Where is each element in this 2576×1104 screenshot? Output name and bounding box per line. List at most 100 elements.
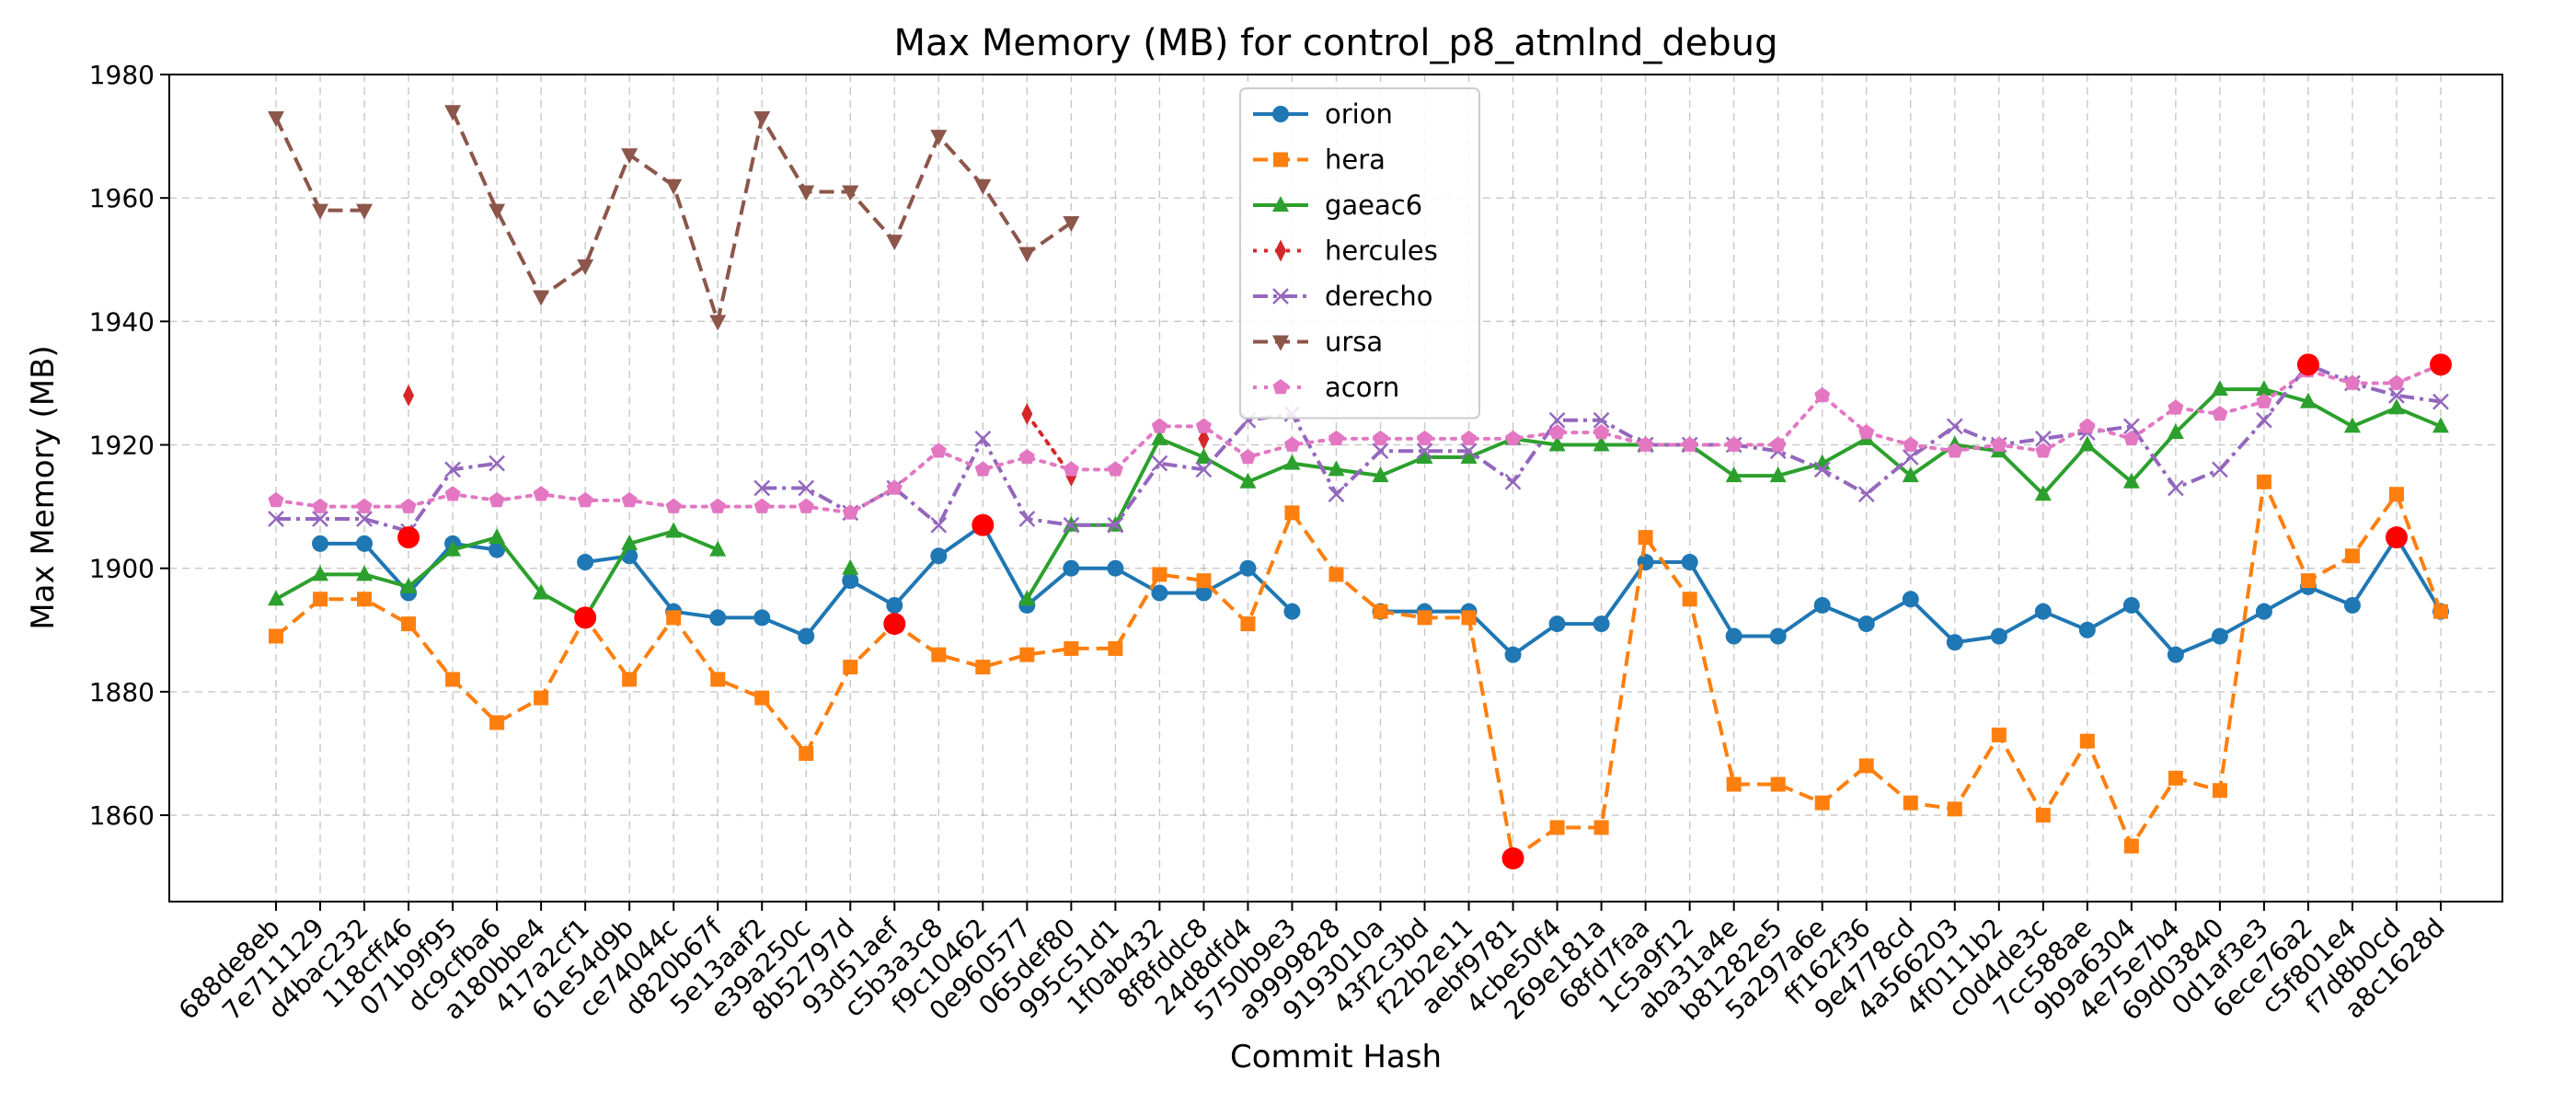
data-point: [886, 479, 903, 495]
data-point: [1593, 424, 1610, 440]
data-point: [1813, 461, 1831, 478]
data-point: [1107, 516, 1124, 534]
data-point: [621, 491, 638, 508]
data-point: [2034, 485, 2052, 501]
data-point-stroke: [798, 479, 815, 497]
data-point: [489, 541, 506, 558]
data-point-stroke: [2212, 461, 2228, 478]
data-point: [313, 592, 328, 607]
data-point: [753, 110, 771, 127]
data-point: [1328, 430, 1345, 446]
data-point: [1272, 379, 1289, 395]
data-point: [2079, 733, 2095, 749]
data-point: [489, 454, 505, 472]
data-point: [1638, 436, 1654, 452]
data-point: [1593, 435, 1610, 452]
data-point: [842, 504, 858, 520]
data-point: [1373, 604, 1388, 619]
data-point-stroke: [1813, 461, 1831, 478]
data-point: [312, 498, 328, 513]
data-point: [1461, 610, 1477, 626]
data-point-stroke: [1460, 443, 1478, 460]
data-point: [356, 203, 374, 220]
series-gaeac6: [268, 380, 2449, 625]
data-point: [1283, 436, 1301, 452]
data-point: [489, 715, 505, 730]
data-point: [2035, 443, 2052, 458]
data-point: [357, 592, 373, 607]
outlier-point: [2385, 526, 2408, 549]
data-point: [1198, 427, 1210, 450]
data-point: [930, 130, 948, 146]
data-point: [1284, 505, 1300, 521]
data-point: [2388, 374, 2405, 390]
data-point: [1151, 418, 1167, 433]
data-point-stroke: [1416, 443, 1433, 460]
data-point: [1196, 573, 1212, 589]
outlier-point: [883, 613, 906, 636]
data-point: [1063, 516, 1080, 534]
legend-item-orion: orion: [1253, 98, 1393, 130]
data-point-stroke: [1063, 516, 1080, 534]
legend-label: ursa: [1325, 327, 1383, 358]
data-point: [2255, 603, 2272, 620]
data-point: [2123, 430, 2140, 446]
data-point: [665, 498, 682, 513]
series-line: [274, 479, 2443, 861]
outlier-point: [972, 513, 995, 536]
data-point-stroke: [2432, 393, 2449, 410]
outlier-point: [2296, 353, 2319, 376]
data-point: [1857, 486, 1875, 503]
data-point: [621, 148, 638, 165]
data-point: [268, 491, 284, 508]
data-point: [2122, 596, 2140, 614]
data-point: [1151, 454, 1168, 472]
data-point: [1372, 443, 1389, 460]
data-point: [2256, 411, 2272, 429]
data-point: [1770, 776, 1786, 792]
data-point: [312, 203, 329, 220]
data-point: [533, 486, 549, 501]
data-point: [400, 577, 418, 593]
data-point: [2212, 783, 2227, 799]
data-point-stroke: [974, 430, 992, 447]
data-point: [1195, 461, 1213, 478]
data-point-stroke: [1272, 288, 1289, 305]
data-point: [1239, 448, 1257, 465]
data-point: [1283, 454, 1301, 470]
data-point: [2387, 398, 2405, 415]
data-point: [1681, 554, 1698, 571]
legend-label: hera: [1325, 144, 1386, 176]
data-point: [445, 672, 461, 687]
y-tick-label: 1960: [89, 183, 155, 213]
y-tick-label: 1940: [89, 306, 155, 337]
data-point: [1018, 590, 1036, 606]
data-point: [444, 486, 461, 501]
data-point: [1416, 430, 1433, 446]
data-point: [753, 498, 770, 513]
data-point: [444, 540, 462, 557]
legend-item-derecho: derecho: [1253, 281, 1432, 312]
data-point: [2388, 386, 2405, 404]
data-point: [2255, 380, 2272, 397]
y-tick-label: 1900: [89, 554, 155, 584]
legend-item-hercules: hercules: [1253, 236, 1438, 267]
data-point-stroke: [268, 511, 284, 527]
legend-item-ursa: ursa: [1253, 327, 1383, 358]
legend-item-acorn: acorn: [1253, 372, 1399, 403]
data-point: [356, 498, 373, 513]
data-point: [1018, 511, 1036, 527]
data-point: [1273, 152, 1288, 167]
data-point: [930, 516, 948, 534]
data-point: [1769, 466, 1787, 483]
data-point: [2034, 603, 2052, 620]
data-point: [1018, 448, 1035, 465]
data-point: [709, 540, 727, 557]
data-point: [974, 430, 992, 447]
data-point: [1021, 402, 1033, 425]
data-point: [1548, 435, 1566, 452]
data-point: [2035, 808, 2051, 823]
data-point: [709, 315, 727, 331]
data-point: [931, 647, 947, 662]
